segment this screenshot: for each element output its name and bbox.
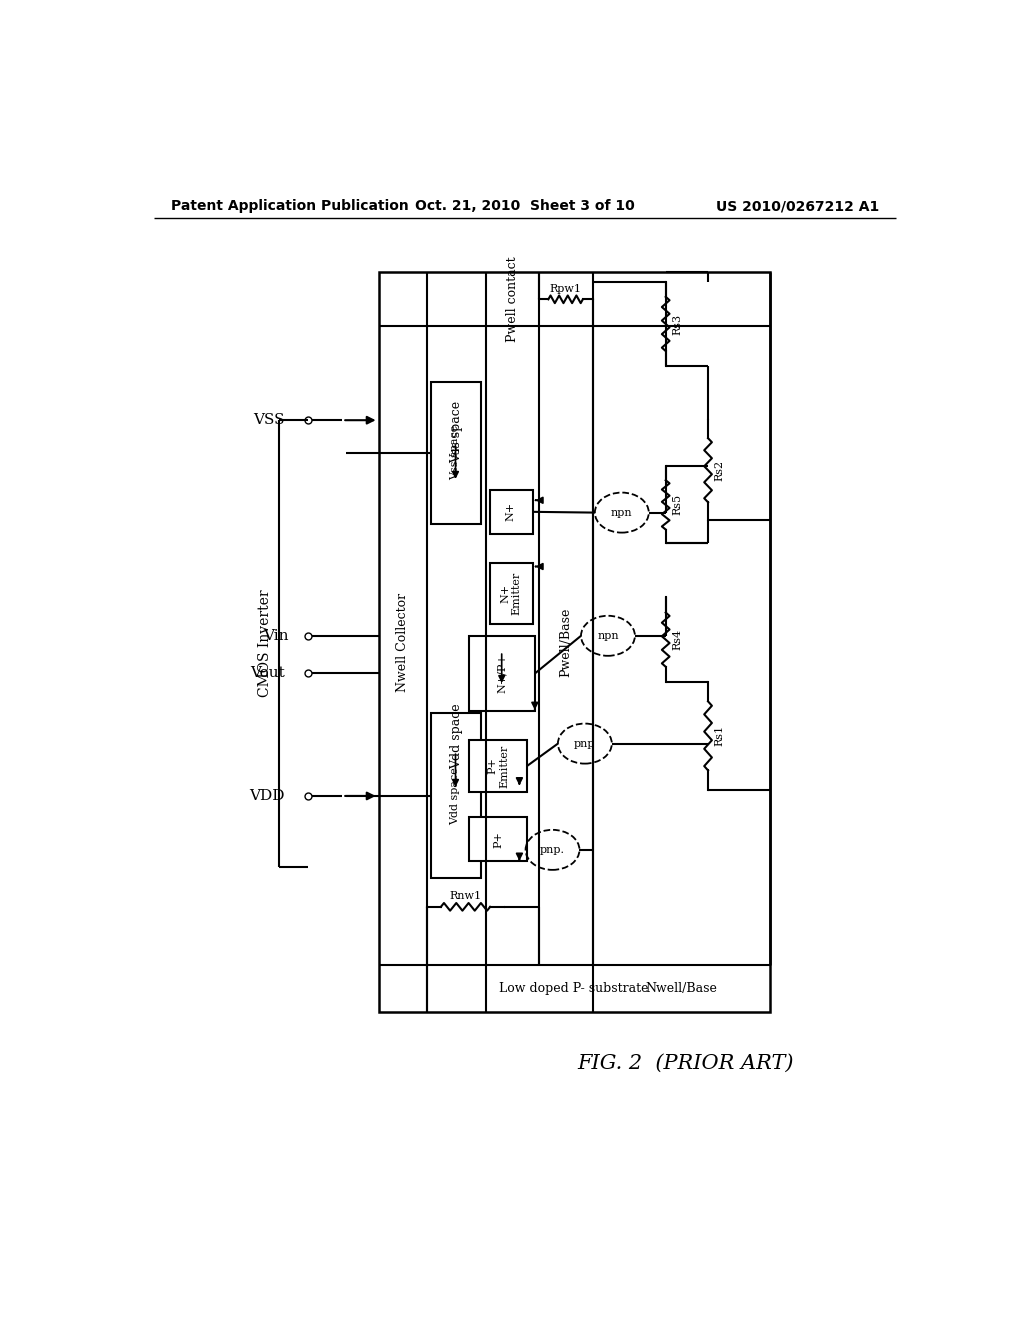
Text: N+
Emitter: N+ Emitter xyxy=(500,572,522,615)
Text: VDD: VDD xyxy=(249,789,285,803)
Text: Rs5: Rs5 xyxy=(673,494,682,516)
Text: P+: P+ xyxy=(494,830,504,847)
Bar xyxy=(431,381,481,524)
Text: pnp: pnp xyxy=(574,739,596,748)
Text: Vss space: Vss space xyxy=(450,401,463,463)
Bar xyxy=(379,272,770,1011)
Bar xyxy=(469,739,527,792)
Text: Rpw1: Rpw1 xyxy=(550,284,582,294)
Text: P+
Emitter: P+ Emitter xyxy=(487,744,509,788)
Text: Vdd space: Vdd space xyxy=(450,704,463,768)
Text: Pwell/Base: Pwell/Base xyxy=(559,607,572,677)
Text: VSS: VSS xyxy=(253,413,285,428)
Text: Patent Application Publication: Patent Application Publication xyxy=(171,199,409,213)
Bar xyxy=(431,713,481,878)
Text: npn: npn xyxy=(597,631,618,640)
Bar xyxy=(469,817,527,862)
Text: FIG. 2  (PRIOR ART): FIG. 2 (PRIOR ART) xyxy=(578,1053,794,1073)
Bar xyxy=(469,636,535,711)
Text: N+/P+: N+/P+ xyxy=(497,653,507,693)
Text: pnp.: pnp. xyxy=(540,845,565,855)
Bar xyxy=(490,562,532,624)
Text: Rs4: Rs4 xyxy=(673,630,682,651)
Text: Nwell Collector: Nwell Collector xyxy=(396,593,409,692)
Text: Rs2: Rs2 xyxy=(715,459,725,480)
Text: Vin: Vin xyxy=(263,628,289,643)
Text: Pwell contact: Pwell contact xyxy=(506,256,519,342)
Text: Vdd space: Vdd space xyxy=(451,767,461,825)
Text: Rnw1: Rnw1 xyxy=(450,891,481,902)
Text: Low doped P- substrate: Low doped P- substrate xyxy=(499,982,648,995)
Text: Nwell/Base: Nwell/Base xyxy=(645,982,717,995)
Text: CMOS Inverter: CMOS Inverter xyxy=(258,590,272,697)
Text: N+: N+ xyxy=(506,503,516,521)
Text: Vss space: Vss space xyxy=(451,425,461,480)
Text: npn: npn xyxy=(611,508,633,517)
Text: Vout: Vout xyxy=(250,665,285,680)
Text: Rs3: Rs3 xyxy=(673,313,682,334)
Text: Rs1: Rs1 xyxy=(715,725,725,747)
Bar xyxy=(490,490,532,535)
Text: Oct. 21, 2010  Sheet 3 of 10: Oct. 21, 2010 Sheet 3 of 10 xyxy=(415,199,635,213)
Text: US 2010/0267212 A1: US 2010/0267212 A1 xyxy=(716,199,879,213)
